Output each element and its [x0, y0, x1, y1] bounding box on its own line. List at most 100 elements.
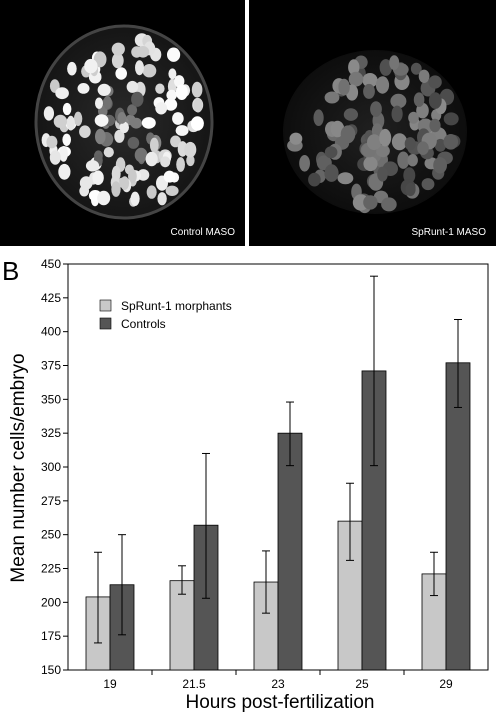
- nucleus: [79, 185, 90, 197]
- y-tick-label: 150: [41, 663, 61, 677]
- nucleus: [190, 116, 204, 131]
- nucleus: [175, 125, 189, 136]
- nucleus: [46, 135, 58, 149]
- nucleus: [111, 181, 121, 197]
- nucleus: [308, 172, 321, 187]
- y-tick-label: 175: [41, 629, 61, 643]
- nucleus: [149, 137, 159, 153]
- nucleus: [94, 114, 109, 127]
- bar-controls: [445, 362, 471, 671]
- nucleus: [170, 135, 181, 148]
- nucleus: [84, 58, 98, 74]
- nucleus: [141, 117, 156, 129]
- nucleus: [62, 133, 71, 146]
- panel-b-letter: B: [2, 256, 20, 286]
- nucleus: [348, 59, 360, 76]
- nucleus: [43, 106, 55, 121]
- nucleus: [428, 92, 442, 109]
- nucleus: [313, 109, 324, 126]
- nucleus: [59, 146, 68, 162]
- nucleus: [127, 169, 137, 184]
- y-tick-label: 400: [41, 325, 61, 339]
- legend-label: Controls: [121, 317, 166, 331]
- x-tick-label: 23: [271, 677, 285, 691]
- nucleus: [428, 75, 442, 89]
- nucleus: [343, 108, 358, 121]
- nucleus: [157, 192, 167, 206]
- nucleus: [165, 185, 179, 196]
- nucleus: [85, 160, 100, 172]
- sprunt-maso-caption: SpRunt-1 MASO: [411, 227, 486, 238]
- nucleus: [130, 117, 142, 129]
- nucleus: [337, 172, 354, 185]
- nucleus: [418, 69, 430, 84]
- nucleus: [117, 112, 127, 124]
- nucleus: [131, 91, 144, 107]
- dim-nuclei: [287, 55, 461, 214]
- bar-chart: 150175200225250275300325350375400425450 …: [8, 257, 489, 712]
- y-tick-label: 425: [41, 291, 61, 305]
- nucleus: [421, 178, 435, 191]
- nucleus: [146, 185, 157, 199]
- x-axis-label: Hours post-fertilization: [185, 692, 374, 712]
- nucleus: [367, 134, 382, 151]
- nucleus: [193, 98, 203, 113]
- nucleus: [417, 141, 429, 155]
- nucleus: [408, 111, 419, 124]
- nucleus: [375, 144, 390, 158]
- y-tick-label: 325: [41, 426, 61, 440]
- nucleus: [184, 141, 197, 158]
- nucleus: [429, 118, 441, 133]
- nucleus: [77, 83, 90, 94]
- bar-controls: [277, 432, 303, 671]
- nucleus: [127, 104, 138, 116]
- nucleus: [443, 112, 459, 126]
- nucleus: [348, 71, 364, 87]
- nucleus: [363, 156, 378, 172]
- nucleus: [67, 61, 77, 76]
- nucleus: [97, 83, 111, 96]
- nucleus: [175, 84, 188, 100]
- nucleus: [407, 154, 418, 167]
- nucleus: [97, 190, 111, 206]
- nucleus: [167, 47, 181, 62]
- legend-swatch: [99, 299, 112, 312]
- x-tick-label: 29: [439, 677, 453, 691]
- nucleus: [136, 46, 150, 58]
- x-tick-label: 19: [103, 677, 117, 691]
- nucleus: [289, 132, 303, 145]
- nucleus: [362, 73, 378, 88]
- y-tick-label: 200: [41, 595, 61, 609]
- nucleus: [338, 78, 350, 96]
- nucleus: [168, 68, 177, 80]
- x-tick-label: 25: [355, 677, 369, 691]
- nucleus: [397, 151, 410, 169]
- nucleus: [66, 115, 75, 131]
- nucleus: [377, 166, 388, 182]
- nucleus: [389, 55, 400, 70]
- nucleus: [390, 93, 407, 109]
- nucleus: [111, 42, 125, 56]
- nucleus: [166, 89, 177, 101]
- nucleus: [135, 60, 144, 76]
- nucleus: [73, 111, 83, 127]
- y-tick-label: 300: [41, 460, 61, 474]
- nucleus: [163, 170, 176, 183]
- nucleus: [324, 91, 340, 104]
- nucleus: [379, 128, 392, 147]
- nucleus: [340, 125, 356, 144]
- nucleus: [191, 81, 203, 98]
- nucleus: [145, 151, 158, 167]
- nucleus: [172, 112, 184, 125]
- nucleus: [375, 76, 390, 94]
- nucleus: [49, 150, 61, 165]
- nucleus: [443, 134, 459, 150]
- nucleus: [95, 97, 103, 109]
- y-tick-label: 225: [41, 562, 61, 576]
- nucleus: [92, 170, 104, 185]
- control-embryo-image: [34, 24, 214, 220]
- nucleus: [120, 176, 130, 191]
- y-tick-label: 350: [41, 392, 61, 406]
- nucleus: [103, 147, 114, 158]
- nucleus: [433, 157, 447, 174]
